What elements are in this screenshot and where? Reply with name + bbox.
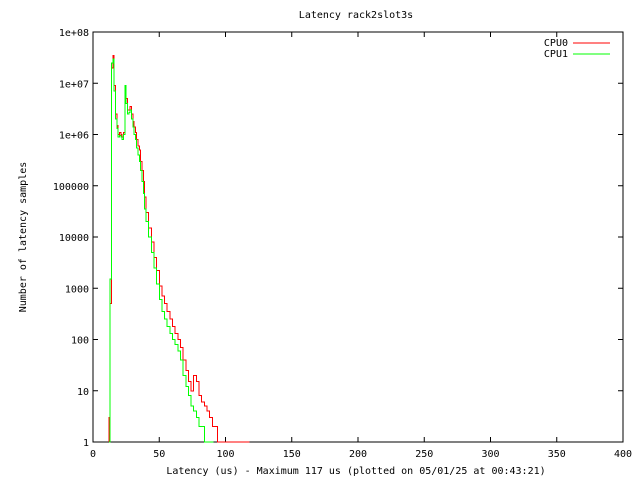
y-tick-label: 100000 <box>53 182 89 193</box>
legend-label-cpu1: CPU1 <box>544 49 568 60</box>
y-axis-label: Number of latency samples <box>18 162 29 313</box>
x-tick-label: 0 <box>90 449 96 460</box>
x-tick-label: 400 <box>614 449 632 460</box>
y-axis-ticks: 1 10 100 1000 10000 100000 1e+06 1e+07 1e+08 <box>53 28 623 449</box>
x-tick-label: 250 <box>415 449 433 460</box>
legend-label-cpu0: CPU0 <box>544 38 568 49</box>
y-tick-label: 1e+08 <box>59 28 89 39</box>
x-tick-label: 100 <box>216 449 234 460</box>
series-line-cpu0 <box>108 54 250 443</box>
x-tick-label: 50 <box>153 449 165 460</box>
y-tick-label: 1e+07 <box>59 79 89 90</box>
y-tick-label: 1e+06 <box>59 131 89 142</box>
x-tick-label: 150 <box>283 449 301 460</box>
series-layer <box>108 54 250 443</box>
x-axis-ticks: 0 50 100 150 200 250 300 350 400 <box>90 32 632 460</box>
y-tick-label: 10 <box>77 387 89 398</box>
legend: CPU0 CPU1 <box>544 38 610 60</box>
y-tick-label: 1 <box>83 438 89 449</box>
x-tick-label: 300 <box>481 449 499 460</box>
x-tick-label: 350 <box>548 449 566 460</box>
y-tick-label: 10000 <box>59 233 89 244</box>
x-tick-label: 200 <box>349 449 367 460</box>
chart-title: Latency rack2slot3s <box>299 10 413 21</box>
x-axis-label: Latency (us) - Maximum 117 us (plotted o… <box>166 466 545 477</box>
series-line-cpu1 <box>108 58 214 443</box>
y-tick-label: 100 <box>71 336 89 347</box>
y-tick-label: 1000 <box>65 284 89 295</box>
